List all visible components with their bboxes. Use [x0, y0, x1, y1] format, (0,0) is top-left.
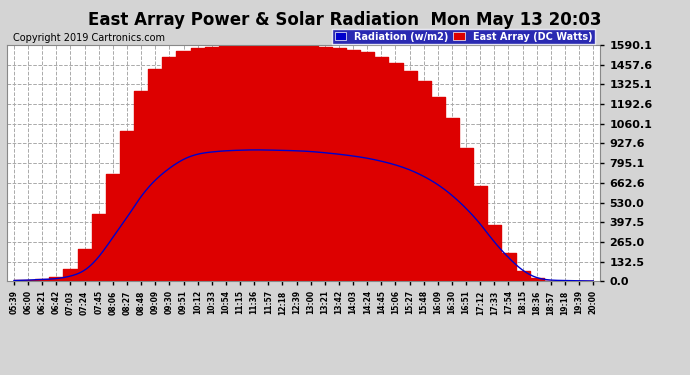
Legend: Radiation (w/m2), East Array (DC Watts): Radiation (w/m2), East Array (DC Watts)	[332, 28, 595, 44]
Text: Copyright 2019 Cartronics.com: Copyright 2019 Cartronics.com	[13, 33, 165, 43]
Text: East Array Power & Solar Radiation  Mon May 13 20:03: East Array Power & Solar Radiation Mon M…	[88, 11, 602, 29]
